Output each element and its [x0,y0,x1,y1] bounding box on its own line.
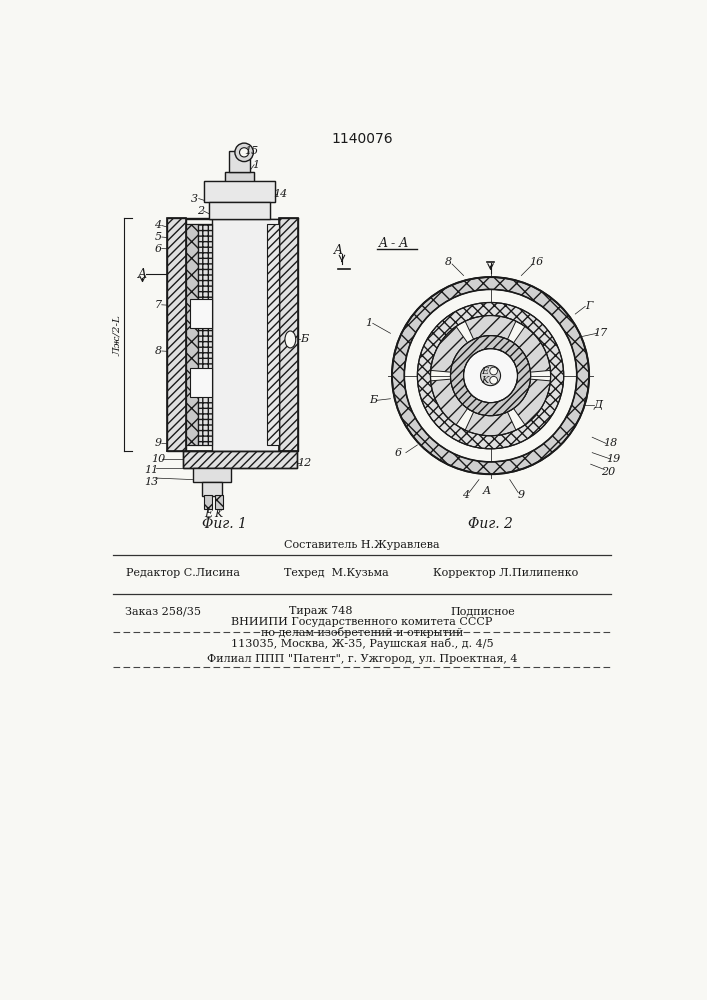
Bar [190,368,212,397]
Text: 1: 1 [252,160,259,170]
Bar [212,219,279,451]
Text: 10: 10 [151,454,165,464]
Circle shape [464,349,518,403]
Wedge shape [431,379,467,425]
Text: 9: 9 [154,438,161,448]
Bar [209,202,269,219]
Text: Φиг. 1: Φиг. 1 [202,517,247,531]
Text: 12: 12 [297,458,311,468]
Text: E: E [481,367,489,376]
Text: Лж/2-L: Лж/2-L [113,315,122,356]
Bar [229,151,250,172]
Text: 7: 7 [154,300,161,310]
Text: Тираж 748: Тираж 748 [289,606,353,616]
Bar [209,202,269,219]
Wedge shape [431,326,467,372]
Text: Корректор Л.Пилипенко: Корректор Л.Пилипенко [433,568,578,578]
Bar [279,218,298,451]
Text: E: E [204,509,212,519]
Text: Φиг. 2: Φиг. 2 [468,517,513,531]
Text: 1: 1 [366,318,373,328]
Text: 4: 4 [154,220,161,230]
Bar [187,224,198,445]
Bar [215,495,223,509]
Circle shape [490,376,498,384]
Bar [204,181,275,202]
Bar [279,218,298,451]
Ellipse shape [285,331,296,348]
Bar [204,181,275,202]
Text: K: K [481,376,489,385]
Bar [201,482,222,496]
Text: Д: Д [594,400,603,410]
Text: по делам изобретений и открытий: по делам изобретений и открытий [261,627,463,638]
Bar [190,299,212,328]
Text: Подписное: Подписное [450,606,515,616]
Text: 9: 9 [518,490,525,500]
Bar [192,468,231,482]
Text: A: A [483,486,491,496]
Text: ВНИИПИ Государственного комитета СССР: ВНИИПИ Государственного комитета СССР [231,617,493,627]
Circle shape [481,366,501,386]
Wedge shape [465,412,516,436]
Circle shape [490,367,498,375]
Text: 13: 13 [145,477,159,487]
Text: Б: Б [370,395,378,405]
Circle shape [240,148,249,157]
Text: Редактор С.Лисина: Редактор С.Лисина [126,568,240,578]
Text: 6: 6 [395,448,402,458]
Text: A: A [334,244,343,257]
Text: 19: 19 [607,454,621,464]
Bar [198,224,212,445]
Bar [182,451,296,468]
Text: 4: 4 [462,490,469,500]
Bar [167,218,187,451]
Text: Техред  М.Кузьма: Техред М.Кузьма [284,568,389,578]
Wedge shape [465,316,516,339]
Circle shape [450,336,530,416]
Text: Б: Б [300,334,308,344]
Text: A - A: A - A [379,237,409,250]
Text: 8: 8 [445,257,452,267]
Text: Заказ 258/35: Заказ 258/35 [125,606,201,616]
Wedge shape [513,326,550,372]
Text: Филиал ППП "Патент", г. Ужгород, ул. Проектная, 4: Филиал ППП "Патент", г. Ужгород, ул. Про… [206,654,518,664]
Text: 6: 6 [154,244,161,254]
Bar [167,218,187,451]
Text: A: A [138,267,147,280]
Text: Г: Г [585,301,592,311]
Text: 15: 15 [245,146,259,156]
Bar [182,451,296,468]
Text: K: K [215,509,223,519]
Text: 14: 14 [273,189,288,199]
Text: 2: 2 [197,206,204,216]
Text: 17: 17 [594,328,608,338]
Text: 113035, Москва, Ж-35, Раушская наб., д. 4/5: 113035, Москва, Ж-35, Раушская наб., д. … [230,638,493,649]
Text: 5: 5 [154,232,161,242]
Text: Составитель Н.Журавлева: Составитель Н.Журавлева [284,540,440,550]
Wedge shape [513,379,550,425]
Bar [225,172,254,182]
Text: 11: 11 [145,465,159,475]
Bar [204,495,212,509]
Text: 8: 8 [154,346,161,356]
Text: 18: 18 [603,438,617,448]
Text: 20: 20 [601,467,616,477]
Bar [225,172,254,182]
Text: 3: 3 [192,194,199,204]
Bar [198,224,212,445]
Bar [267,224,279,445]
Circle shape [235,143,253,162]
Text: 1140076: 1140076 [331,132,393,146]
Text: 16: 16 [530,257,544,267]
Bar [187,224,198,445]
